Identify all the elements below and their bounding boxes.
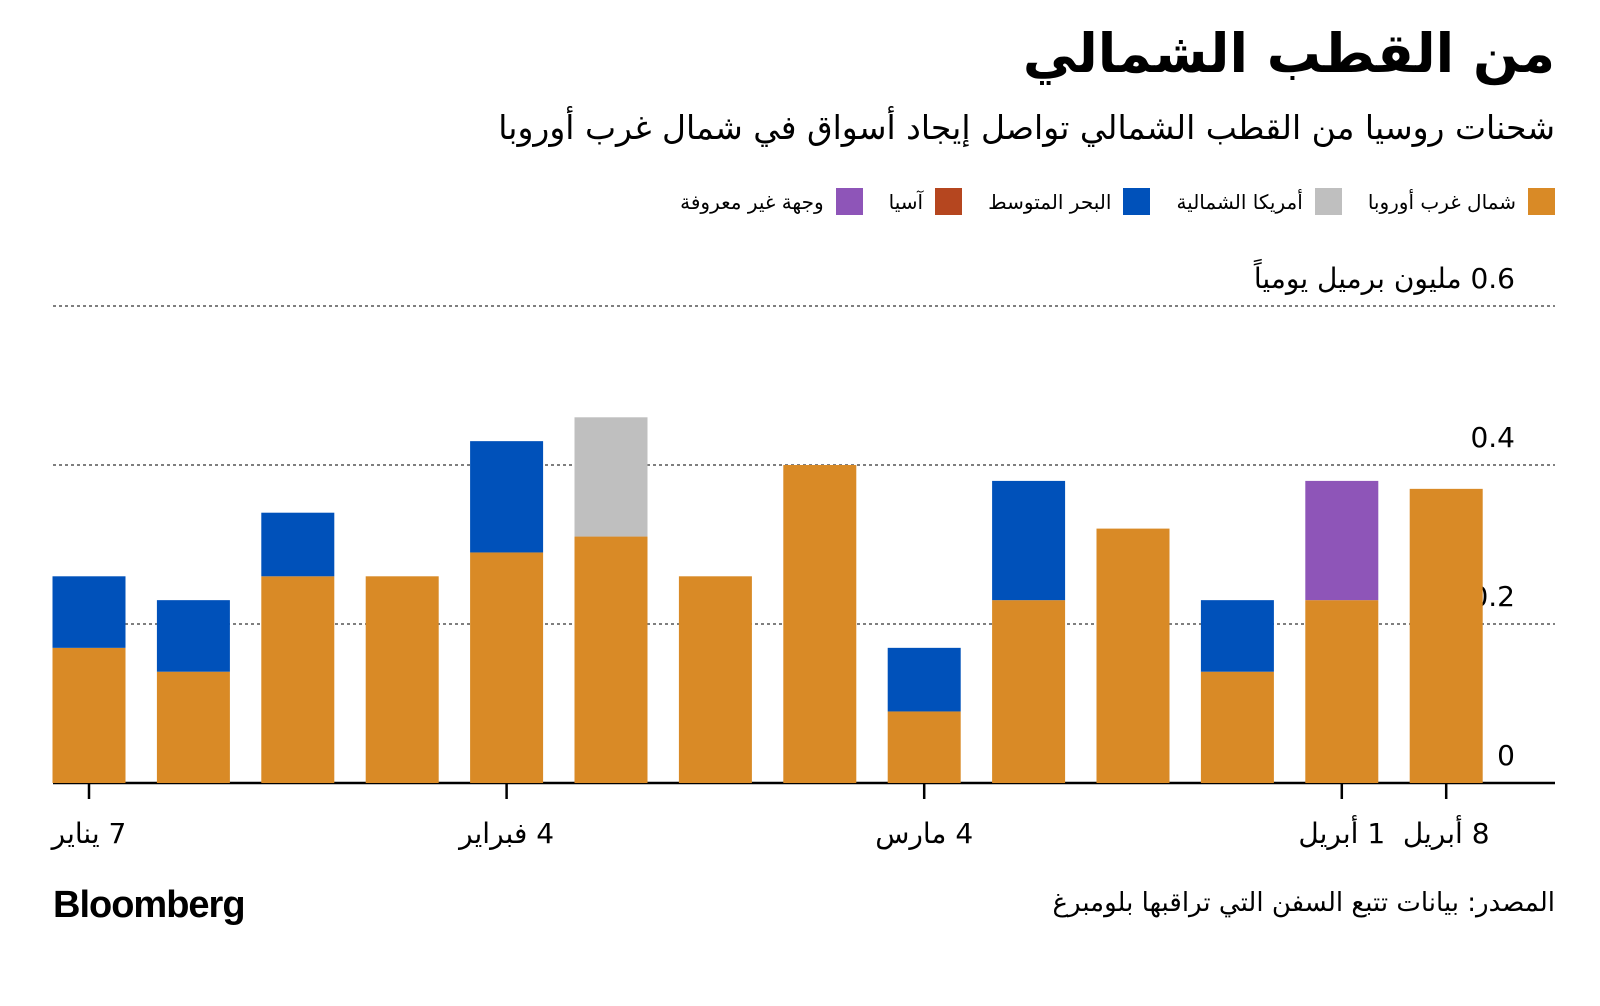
bar-segment — [678, 576, 752, 783]
bar-segment — [156, 600, 230, 672]
bar-segment — [1200, 671, 1274, 783]
legend: شمال غرب أوروبا أمريكا الشمالية البحر المت… — [680, 188, 1555, 215]
bar-segment — [992, 600, 1066, 783]
bar-segment — [574, 536, 648, 783]
bar-segment — [470, 441, 544, 553]
logo: Bloomberg — [53, 884, 246, 926]
x-tick-label: 1 أبريل — [1298, 814, 1385, 850]
x-tick-label: 4 فبراير — [457, 817, 554, 850]
legend-item: البحر المتوسط — [988, 188, 1151, 215]
legend-label: وجهة غير معروفة — [680, 189, 824, 214]
bar-segment — [52, 576, 126, 648]
legend-item: وجهة غير معروفة — [680, 188, 863, 215]
legend-label: أمريكا الشمالية — [1176, 189, 1303, 214]
legend-label: آسيا — [888, 189, 924, 214]
bar-segment — [1200, 600, 1274, 672]
bar-segment — [574, 417, 648, 537]
y-tick-label: 0.6 مليون برميل يومياً — [1254, 258, 1515, 295]
legend-item: أمريكا الشمالية — [1176, 188, 1342, 215]
bar-segment — [1409, 488, 1483, 783]
bar-segment — [1305, 480, 1379, 601]
bar-segment — [783, 465, 857, 783]
bar-segment — [887, 711, 961, 783]
bar-segment — [1096, 528, 1170, 783]
legend-swatch — [935, 188, 963, 215]
legend-swatch — [1123, 188, 1151, 215]
bar-segment — [887, 647, 961, 712]
legend-swatch — [1528, 188, 1555, 215]
bar-segment — [470, 552, 544, 783]
legend-label: شمال غرب أوروبا — [1367, 189, 1516, 214]
x-tick-label: 7 يناير — [50, 817, 127, 850]
bar-segment — [261, 512, 335, 577]
bar-segment — [1305, 600, 1379, 783]
legend-swatch — [1314, 188, 1342, 215]
bar-segment — [261, 576, 335, 783]
bar-segment — [156, 671, 230, 783]
chart-title: من القطب الشمالي — [1022, 22, 1555, 85]
legend-swatch — [835, 188, 863, 215]
bar-segment — [992, 480, 1066, 601]
chart-subtitle: شحنات روسيا من القطب الشمالي تواصل إيجاد… — [498, 108, 1555, 147]
x-tick-label: 4 مارس — [875, 817, 973, 850]
x-tick-label: 8 أبريل — [1403, 814, 1490, 850]
bar-segment — [365, 576, 439, 783]
bar-segment — [52, 647, 126, 783]
legend-label: البحر المتوسط — [988, 189, 1112, 214]
y-tick-label: 0.4 — [1470, 421, 1515, 454]
source-note: المصدر: بيانات تتبع السفن التي تراقبها ب… — [1052, 888, 1555, 918]
legend-item: آسيا — [888, 188, 963, 215]
legend-item: شمال غرب أوروبا — [1368, 188, 1555, 215]
y-tick-label: 0 — [1497, 739, 1515, 772]
